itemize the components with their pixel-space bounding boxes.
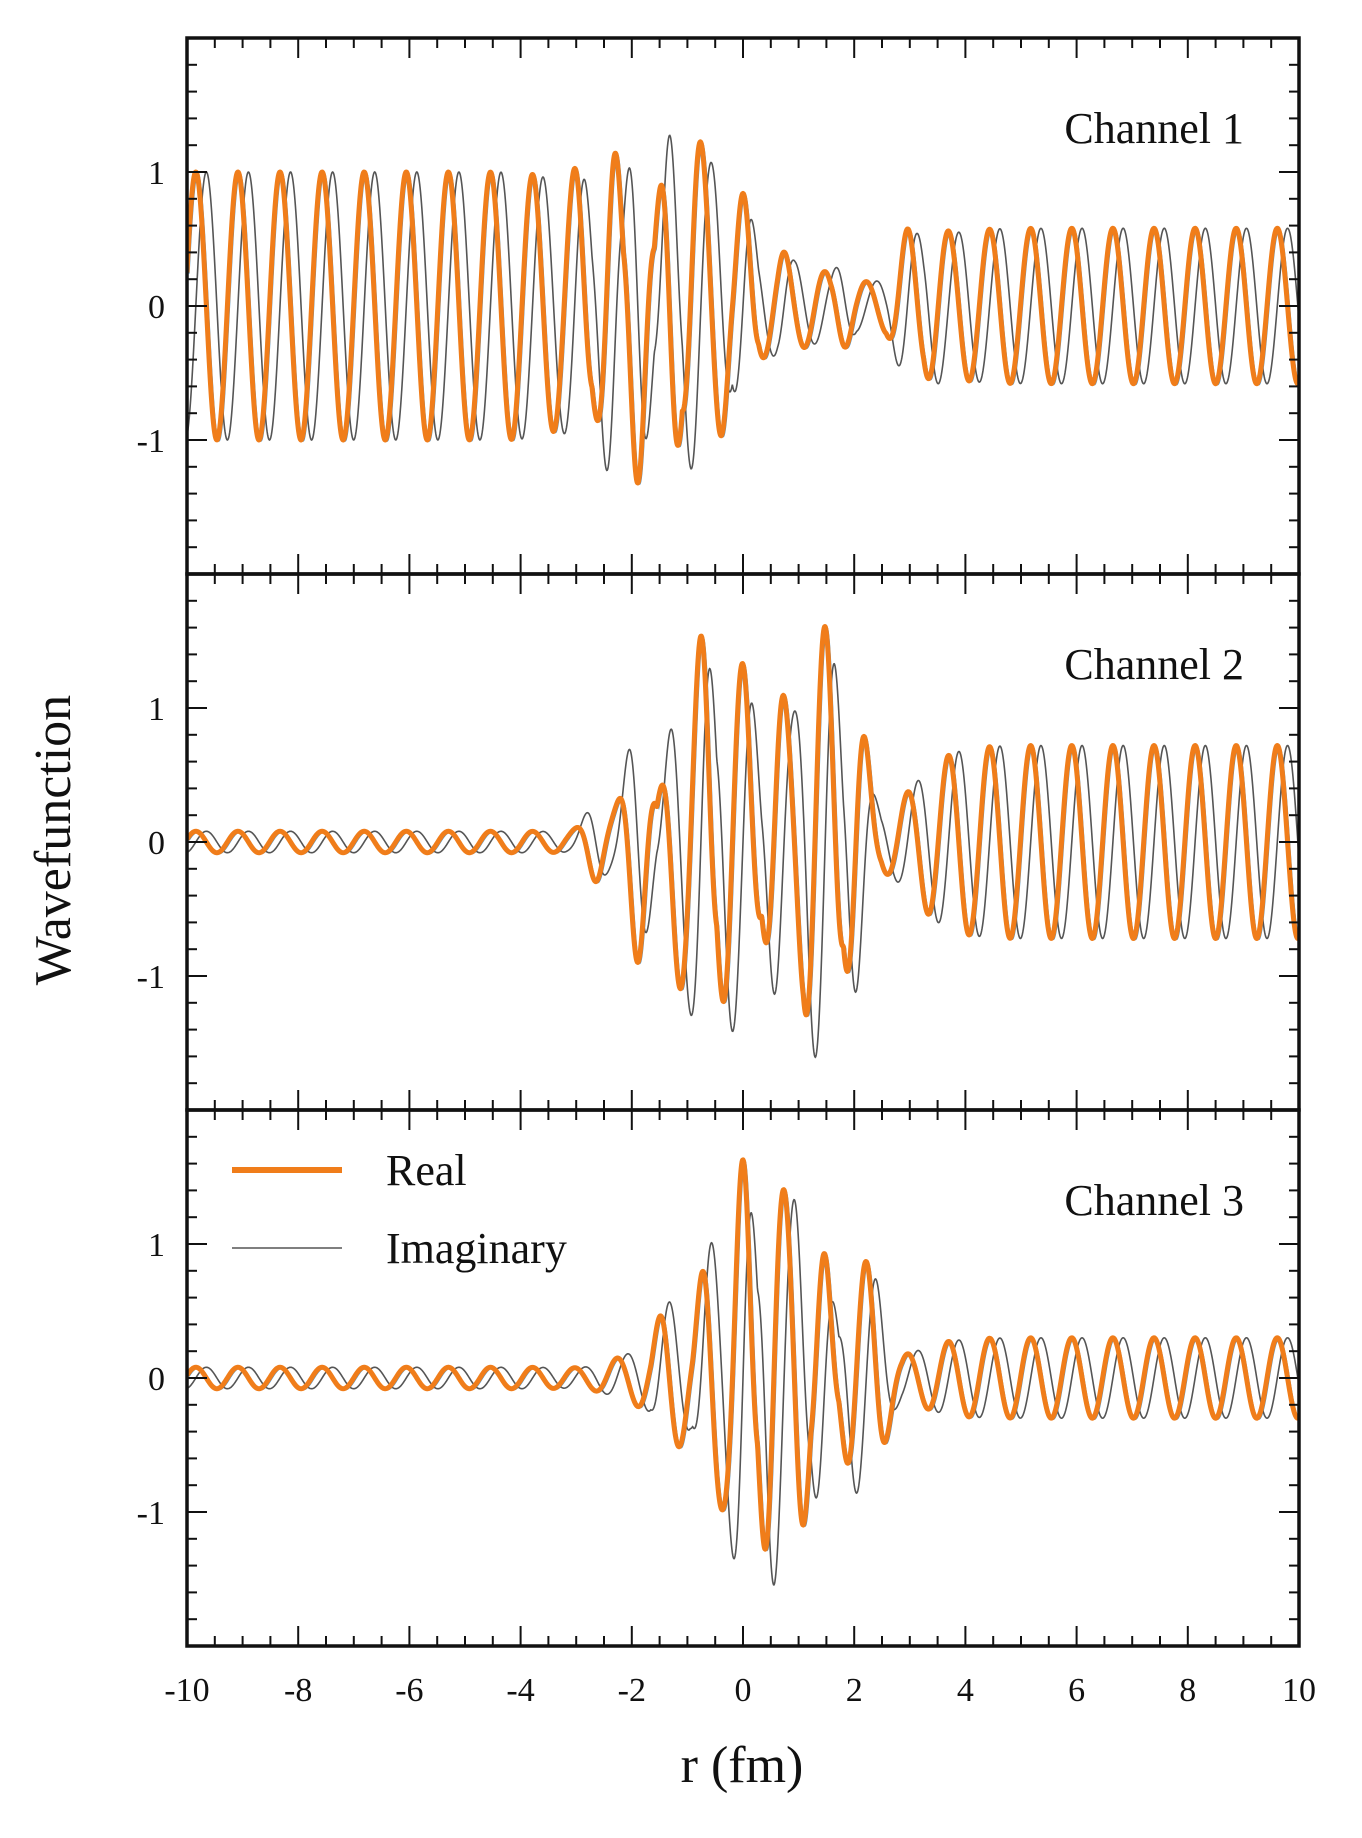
y-tick-label: -1 (137, 423, 165, 460)
y-tick-label: 1 (148, 155, 165, 192)
x-tick-label: 6 (1068, 1672, 1085, 1709)
series-real-line (187, 139, 1299, 486)
x-tick-label: -10 (164, 1672, 209, 1709)
series-imaginary-line (187, 662, 1299, 1059)
legend: Real Imaginary (232, 1146, 567, 1273)
panel-label: Channel 1 (1064, 104, 1244, 153)
panel-1: -1 0 1 Channel 1 (137, 36, 1301, 576)
panel-label: Channel 3 (1064, 1176, 1244, 1225)
y-tick-label: -1 (137, 959, 165, 996)
legend-label-real: Real (386, 1146, 467, 1195)
x-tick-labels: -10 -8 -6 -4 -2 0 2 4 6 8 10 (164, 1672, 1316, 1709)
y-tick-label: 1 (148, 691, 165, 728)
panel-2: -1 0 1 Channel 2 (137, 572, 1301, 1112)
panel-1-curves (187, 134, 1299, 486)
y-axis-title: Wavefunction (25, 695, 82, 985)
x-tick-label: 10 (1282, 1672, 1316, 1709)
y-tick-label: 0 (148, 1361, 165, 1398)
x-tick-label: 0 (735, 1672, 752, 1709)
x-tick-label: 8 (1179, 1672, 1196, 1709)
series-real-line (187, 624, 1299, 1018)
x-tick-label: -6 (395, 1672, 423, 1709)
y-tick-label: 1 (148, 1227, 165, 1264)
panel-2-curves (187, 624, 1299, 1059)
x-tick-label: 4 (957, 1672, 974, 1709)
panel-3: -1 0 1 Channel 3 (137, 1108, 1301, 1648)
y-tick-label: 0 (148, 825, 165, 862)
x-tick-label: -2 (618, 1672, 646, 1709)
panel-3-curves (187, 1157, 1299, 1586)
y-tick-label: -1 (137, 1495, 165, 1532)
series-real-line (187, 1157, 1299, 1552)
x-tick-label: -4 (506, 1672, 534, 1709)
series-imaginary-line (187, 134, 1299, 472)
x-axis-title: r (fm) (681, 1737, 804, 1794)
y-tick-label: 0 (148, 289, 165, 326)
series-imaginary-line (187, 1198, 1299, 1586)
x-tick-label: 2 (846, 1672, 863, 1709)
x-tick-label: -8 (284, 1672, 312, 1709)
legend-label-imaginary: Imaginary (386, 1224, 567, 1273)
panel-label: Channel 2 (1064, 640, 1244, 689)
